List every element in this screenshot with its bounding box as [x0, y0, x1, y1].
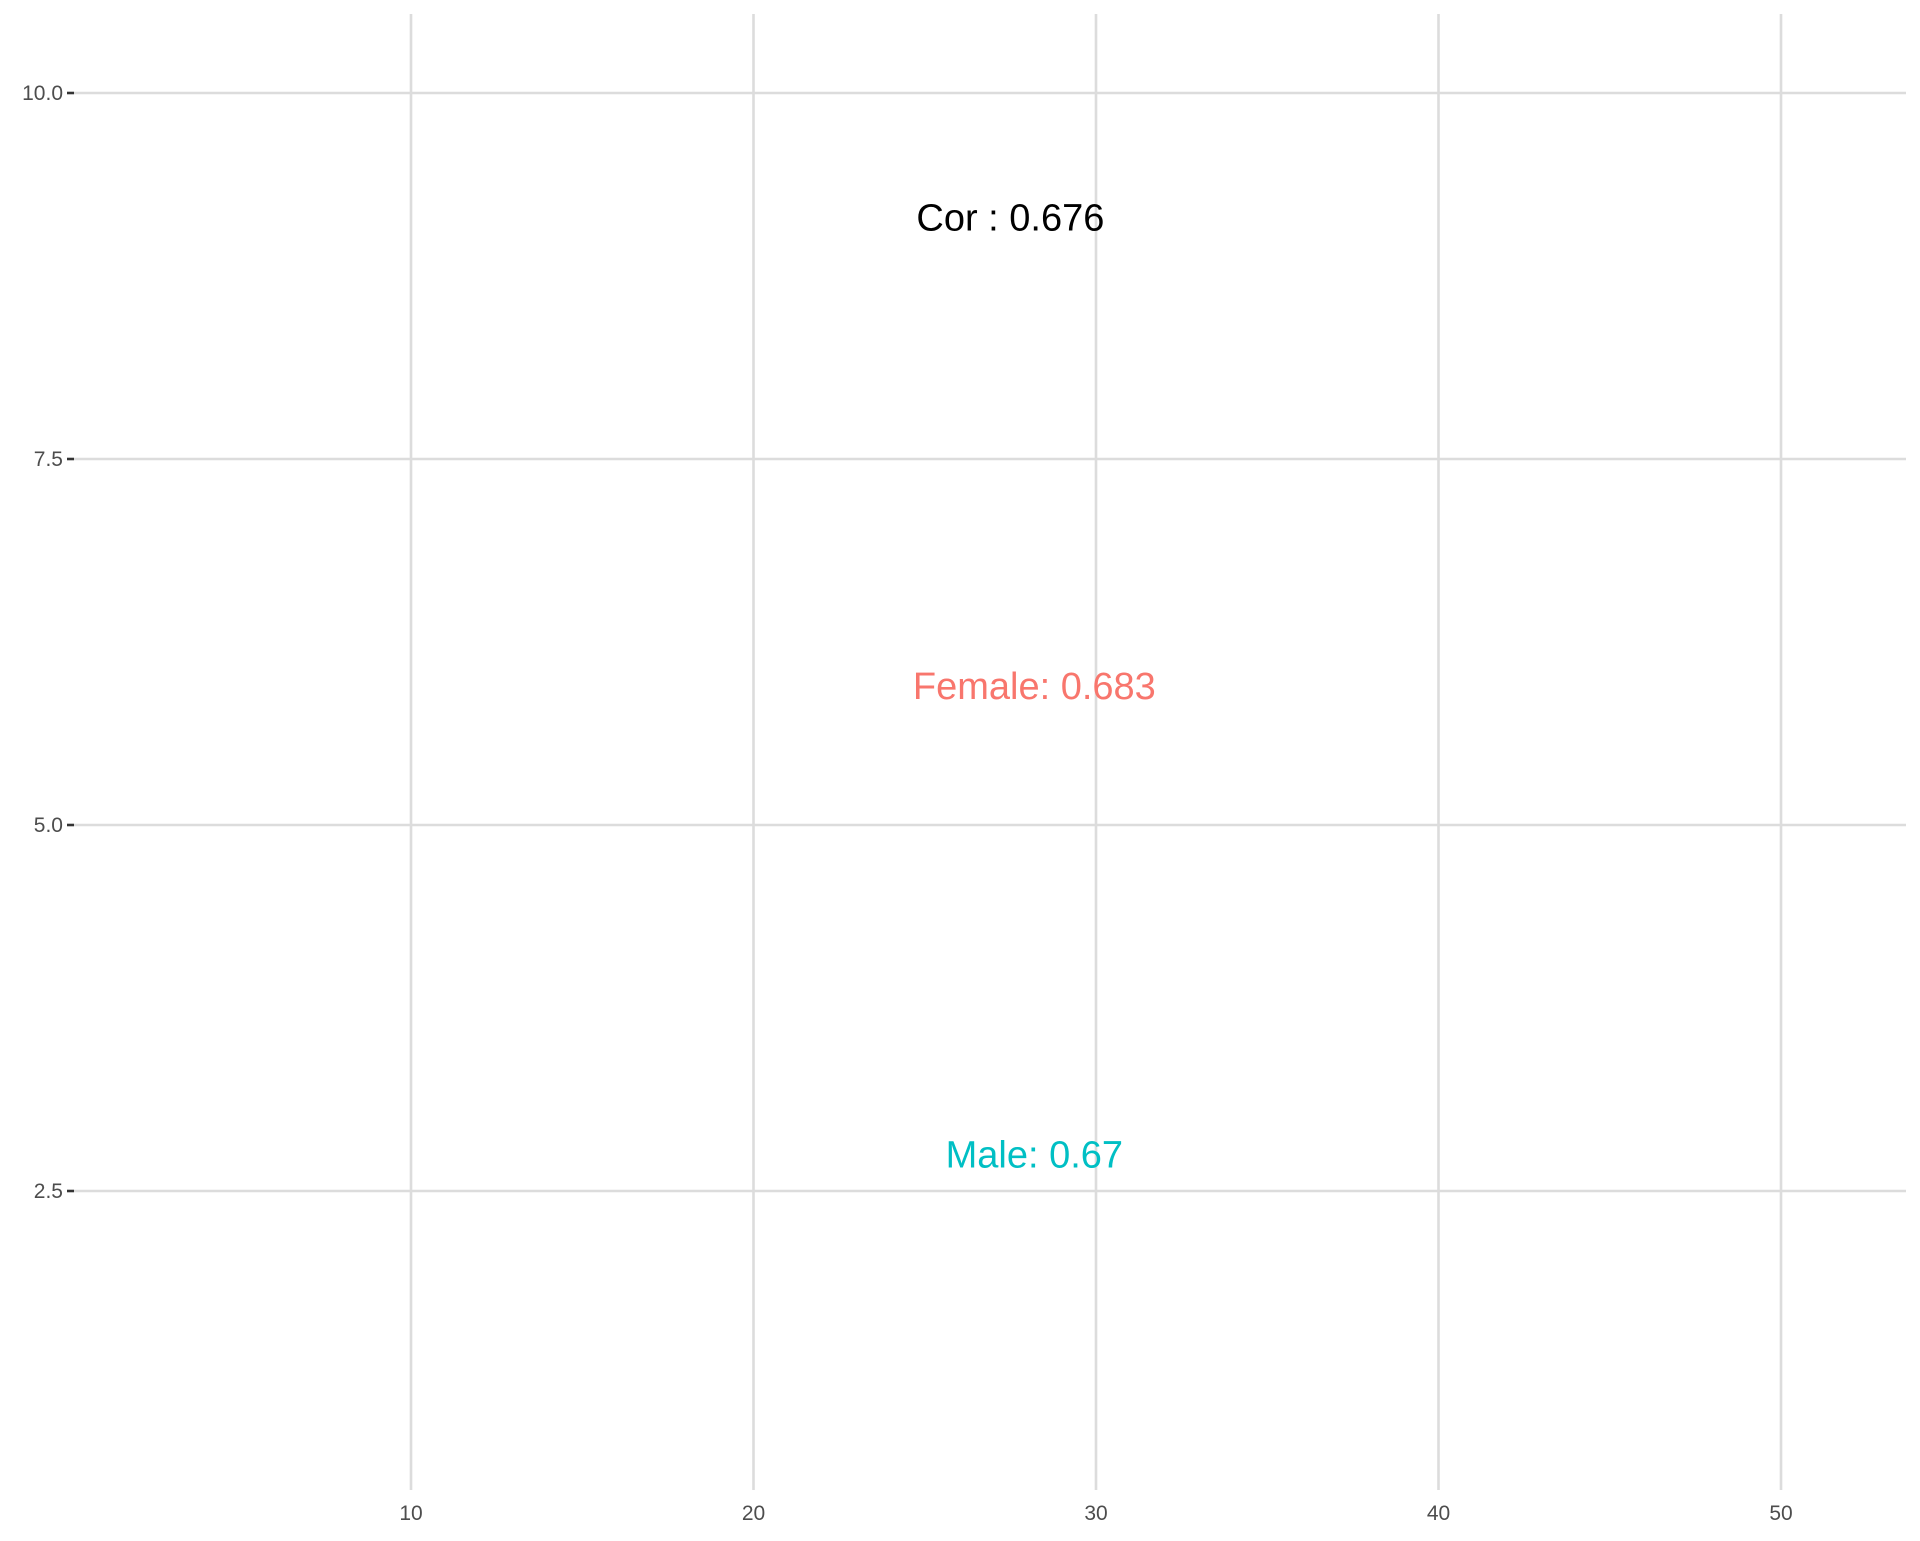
y-tick-label: 5.0 [34, 814, 63, 837]
y-tick-label: 7.5 [34, 448, 63, 471]
x-tick-label: 50 [1769, 1502, 1792, 1525]
grid-layer [74, 14, 1906, 1490]
annotation-layer: Cor : 0.676 Female: 0.683 Male: 0.67 [913, 197, 1156, 1176]
x-tick-label: 30 [1084, 1502, 1107, 1525]
correlation-annotation: Cor : 0.676 [916, 197, 1104, 239]
y-tick-label: 2.5 [34, 1180, 63, 1203]
x-tick-label: 20 [742, 1502, 765, 1525]
x-tick-label: 40 [1427, 1502, 1450, 1525]
correlation-annotation: Male: 0.67 [946, 1134, 1123, 1176]
y-tick-label: 10.0 [22, 82, 63, 105]
x-tick-label: 10 [399, 1502, 422, 1525]
tick-layer: 10 20 30 40 50 2.5 5.0 7.5 10.0 [22, 82, 1793, 1525]
correlation-annotation: Female: 0.683 [913, 666, 1156, 708]
